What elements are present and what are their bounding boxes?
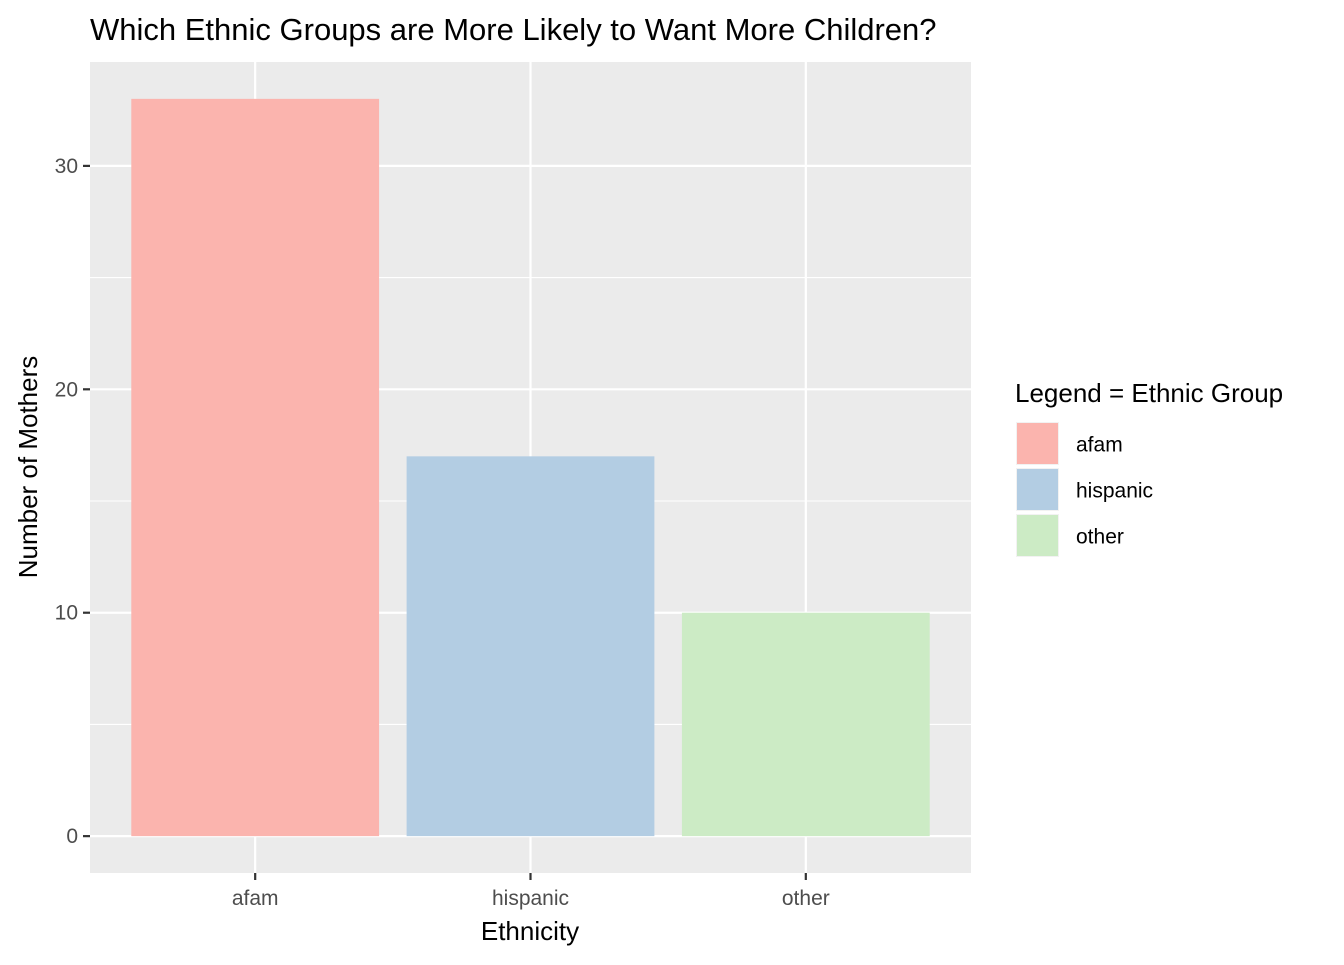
- y-axis-title: Number of Mothers: [13, 356, 43, 579]
- bar-other: [681, 612, 930, 837]
- y-tick-label: 30: [55, 155, 78, 178]
- x-axis: afam hispanic other: [232, 873, 830, 910]
- legend-title: Legend = Ethnic Group: [1015, 378, 1283, 408]
- legend-key-hispanic: [1017, 469, 1058, 510]
- x-tick-label: other: [782, 887, 830, 910]
- y-tick-label: 10: [55, 602, 78, 625]
- bars: [131, 98, 930, 837]
- legend-key-afam: [1017, 423, 1058, 464]
- legend-items: afam hispanic other: [1016, 422, 1153, 557]
- bar-afam: [131, 98, 380, 837]
- legend-label-other: other: [1076, 526, 1124, 549]
- x-tick-label: afam: [232, 887, 279, 910]
- y-axis: 0 10 20 30: [55, 155, 90, 848]
- legend: Legend = Ethnic Group afam hispanic other: [1015, 378, 1283, 557]
- legend-label-hispanic: hispanic: [1076, 480, 1153, 503]
- y-tick-label: 20: [55, 378, 78, 401]
- bar-hispanic: [406, 456, 655, 837]
- y-tick-label: 0: [66, 825, 78, 848]
- chart-title: Which Ethnic Groups are More Likely to W…: [90, 12, 937, 47]
- legend-key-other: [1017, 515, 1058, 556]
- x-tick-label: hispanic: [492, 887, 569, 910]
- legend-label-afam: afam: [1076, 434, 1123, 457]
- x-axis-title: Ethnicity: [481, 916, 579, 946]
